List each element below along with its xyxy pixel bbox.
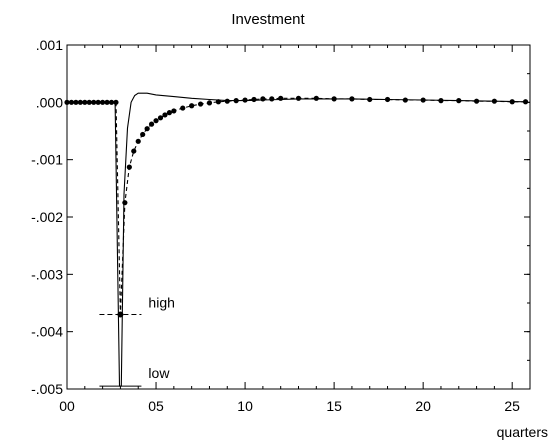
annotation-point (117, 311, 124, 318)
chart-title: Investment (231, 11, 305, 28)
series-line-2 (67, 92, 526, 387)
series-point (206, 100, 213, 106)
x-tick-label: 10 (237, 398, 253, 414)
y-axis: .001 .000 -.001 -.002 -.003 -.004 -.005 (31, 37, 530, 397)
x-tick-label: 00 (59, 398, 75, 414)
series-point (242, 97, 248, 103)
series-point (313, 95, 319, 101)
series-point (171, 108, 177, 114)
y-tick-label: -.005 (31, 381, 63, 397)
x-tick-label: 05 (148, 398, 164, 414)
series-point (295, 95, 302, 101)
series-point (131, 148, 137, 154)
series-point (122, 200, 128, 206)
series-point (180, 105, 186, 111)
series-point (148, 121, 155, 127)
series-point (260, 96, 266, 102)
series-point (189, 103, 195, 109)
x-tick-label: 20 (415, 398, 431, 414)
x-axis: 00 05 10 15 20 25 (59, 45, 531, 414)
series-point (278, 95, 284, 101)
y-tick-label: -.003 (31, 266, 63, 282)
y-tick-label: .001 (36, 37, 63, 53)
series-point (522, 99, 529, 105)
series-point (140, 131, 146, 138)
series-point (224, 98, 230, 104)
series-point (153, 118, 159, 124)
series-point (126, 164, 132, 170)
annotation-label-high: high (148, 294, 174, 310)
series-point (251, 96, 257, 103)
series-point (157, 115, 164, 121)
series-point (269, 96, 275, 102)
series-point (162, 112, 168, 118)
y-tick-label: -.001 (31, 152, 63, 168)
series-layer (64, 92, 529, 387)
series-point (135, 138, 141, 144)
series-point (197, 101, 204, 107)
x-axis-label: quarters (497, 424, 548, 440)
annotations: high low (99, 294, 175, 387)
y-tick-label: .000 (36, 94, 63, 110)
x-tick-label: 15 (326, 398, 342, 414)
x-tick-label: 25 (504, 398, 520, 414)
series-point (166, 110, 172, 116)
series-line-1 (67, 97, 526, 315)
y-tick-label: -.004 (31, 324, 63, 340)
series-point (144, 126, 150, 132)
y-tick-label: -.002 (31, 209, 63, 225)
annotation-label-low: low (148, 365, 170, 381)
